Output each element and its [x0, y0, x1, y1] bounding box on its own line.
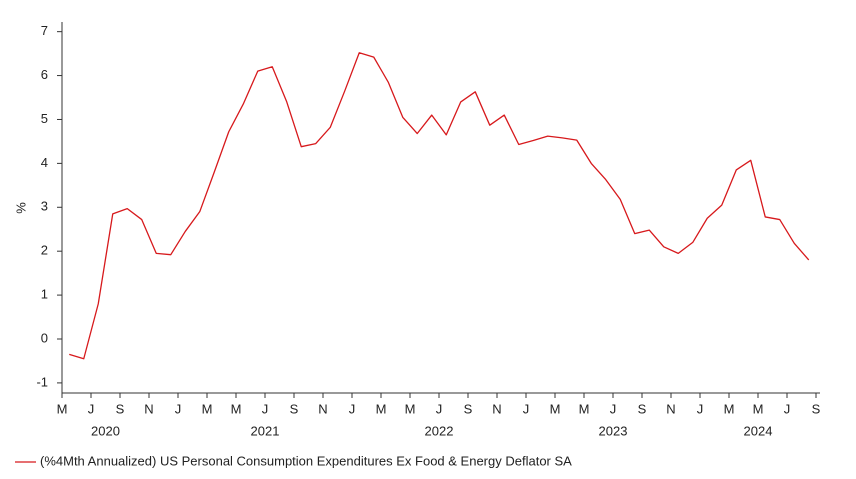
- y-tick-label: 5: [41, 111, 48, 126]
- x-tick-label: M: [231, 401, 242, 416]
- x-tick-label: J: [88, 401, 95, 416]
- x-year-label: 2022: [425, 423, 454, 438]
- x-tick-label: J: [784, 401, 791, 416]
- y-tick-label: -1: [36, 374, 48, 389]
- series-line: [69, 52, 810, 360]
- x-tick-label: J: [262, 401, 269, 416]
- y-tick-label: 3: [41, 199, 48, 214]
- y-tick-label: 2: [41, 243, 48, 258]
- y-tick-label: 4: [41, 155, 48, 170]
- x-tick-label: J: [436, 401, 443, 416]
- x-tick-label: J: [175, 401, 182, 416]
- legend-label: (%4Mth Annualized) US Personal Consumpti…: [40, 453, 572, 468]
- x-tick-label: N: [318, 401, 327, 416]
- x-year-label: 2020: [91, 423, 120, 438]
- x-tick-label: M: [724, 401, 735, 416]
- x-year-label: 2021: [251, 423, 280, 438]
- y-axis-label: %: [13, 202, 28, 214]
- x-tick-label: J: [349, 401, 356, 416]
- x-tick-label: N: [492, 401, 501, 416]
- x-tick-label: J: [697, 401, 704, 416]
- x-tick-label: M: [376, 401, 387, 416]
- x-year-label: 2024: [744, 423, 773, 438]
- y-tick-label: 0: [41, 330, 48, 345]
- x-tick-label: N: [144, 401, 153, 416]
- x-tick-label: M: [202, 401, 213, 416]
- y-tick-label: 1: [41, 287, 48, 302]
- x-tick-label: N: [666, 401, 675, 416]
- y-tick-label: 7: [41, 23, 48, 38]
- x-tick-label: M: [753, 401, 764, 416]
- x-tick-label: S: [638, 401, 647, 416]
- x-tick-label: J: [523, 401, 530, 416]
- x-tick-label: J: [610, 401, 617, 416]
- x-tick-label: M: [405, 401, 416, 416]
- x-tick-label: S: [116, 401, 125, 416]
- x-year-label: 2023: [599, 423, 628, 438]
- x-tick-label: S: [290, 401, 299, 416]
- x-tick-label: S: [812, 401, 821, 416]
- x-tick-label: M: [550, 401, 561, 416]
- x-tick-label: M: [579, 401, 590, 416]
- y-tick-label: 6: [41, 67, 48, 82]
- x-tick-label: M: [57, 401, 68, 416]
- x-tick-label: S: [464, 401, 473, 416]
